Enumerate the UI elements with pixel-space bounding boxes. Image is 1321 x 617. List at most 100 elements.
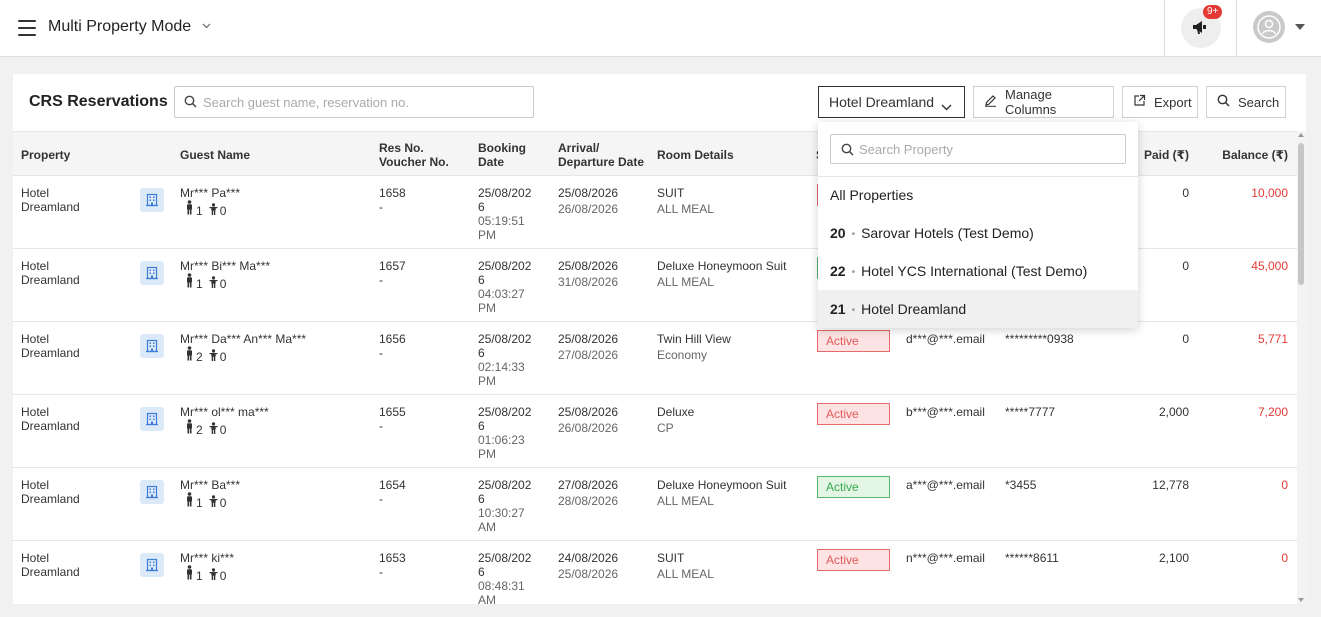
col-guest-name[interactable]: Guest Name: [180, 148, 251, 162]
col-res-no-line1: Res No.: [379, 141, 424, 155]
table-row[interactable]: Hotel Dreamland Mr*** Da*** An*** Ma*** 2 0 1…: [13, 322, 1306, 395]
paid-amount: 0: [1182, 186, 1189, 200]
mode-selector[interactable]: Multi Property Mode: [48, 18, 211, 36]
col-arrival-departure[interactable]: Arrival/Departure Date: [558, 141, 644, 169]
child-count: 0: [219, 569, 227, 583]
arrival-departure-cell: 27/08/2026 28/08/2026: [558, 478, 618, 508]
booking-date-line1: 25/08/202: [478, 551, 532, 565]
table-row[interactable]: Hotel Dreamland Mr*** ol*** ma*** 2 0 1655-25…: [13, 395, 1306, 468]
property-line2: Dreamland: [21, 419, 80, 433]
property-line2: Dreamland: [21, 346, 80, 360]
child-count: 0: [219, 496, 227, 510]
res-no-cell: 1658-: [379, 186, 406, 214]
guest-name[interactable]: Mr*** Bi*** Ma***: [180, 259, 271, 273]
adult-count: 2: [196, 423, 203, 437]
guest-name[interactable]: Mr*** Ba***: [180, 478, 241, 492]
col-property[interactable]: Property: [21, 148, 71, 162]
voucher-no: -: [379, 346, 383, 360]
dropdown-item-all-properties[interactable]: All Properties: [818, 176, 1138, 214]
building-icon[interactable]: [140, 480, 164, 504]
status-badge: Active: [817, 330, 890, 352]
scroll-thumb[interactable]: [1298, 143, 1304, 285]
col-booking-line1: Booking: [478, 141, 526, 155]
booking-date-cell: 25/08/202 6 04:03:27 PM: [478, 259, 531, 315]
balance-amount: 7,200: [1257, 405, 1288, 419]
guest-name[interactable]: Mr*** ol*** ma***: [180, 405, 269, 419]
building-icon[interactable]: [140, 261, 164, 285]
dropdown-item-label: All Properties: [830, 187, 914, 203]
col-paid[interactable]: Paid (₹): [1143, 148, 1189, 162]
adult-icon: [185, 346, 194, 364]
booking-ampm: PM: [478, 447, 496, 461]
property-line2: Dreamland: [21, 273, 80, 287]
room-details-cell: Deluxe Honeymoon Suit ALL MEAL: [657, 478, 786, 508]
dropdown-item-property-selected[interactable]: 21 • Hotel Dreamland: [818, 290, 1138, 328]
col-booking-date[interactable]: Booking Date: [478, 141, 526, 169]
booking-date-line1: 25/08/202: [478, 259, 532, 273]
booking-date-line2: 6: [478, 346, 485, 360]
table-scrollbar[interactable]: [1297, 131, 1306, 604]
departure-date: 26/08/2026: [558, 202, 619, 216]
room-details-cell: SUIT ALL MEAL: [657, 551, 714, 581]
email: b***@***.email: [906, 405, 985, 419]
arrival-departure-cell: 24/08/2026 25/08/2026: [558, 551, 618, 581]
col-balance[interactable]: Balance (₹): [1222, 148, 1288, 162]
building-icon[interactable]: [140, 334, 164, 358]
guest-name[interactable]: Mr*** Da*** An*** Ma***: [180, 332, 307, 346]
property-select[interactable]: Hotel Dreamland: [818, 86, 965, 118]
guest-name[interactable]: Mr*** Pa***: [180, 186, 241, 200]
reservation-search: [174, 86, 534, 118]
table-row[interactable]: Hotel Dreamland Mr*** ki*** 1 0 1653-25/08/20…: [13, 541, 1306, 604]
booking-date-line2: 6: [478, 492, 485, 506]
col-res-no[interactable]: Res No. Voucher No.: [379, 141, 449, 169]
arrival-departure-cell: 25/08/2026 26/08/2026: [558, 405, 618, 435]
col-room-details[interactable]: Room Details: [657, 148, 734, 162]
property-cell: Hotel Dreamland: [21, 186, 80, 214]
building-icon[interactable]: [140, 407, 164, 431]
voucher-no: -: [379, 419, 383, 433]
child-icon: [209, 568, 218, 583]
res-no: 1654: [379, 478, 406, 492]
manage-columns-button[interactable]: Manage Columns: [973, 86, 1114, 118]
res-no: 1653: [379, 551, 406, 565]
notification-badge: 9+: [1203, 5, 1223, 19]
arrival-date: 25/08/2026: [558, 332, 619, 346]
dropdown-item-property[interactable]: 20 • Sarovar Hotels (Test Demo): [818, 214, 1138, 252]
booking-time: 05:19:51: [478, 214, 525, 228]
child-icon: [209, 495, 218, 510]
property-line2: Dreamland: [21, 492, 80, 506]
guest-name[interactable]: Mr*** ki***: [180, 551, 235, 565]
meal-plan: ALL MEAL: [657, 275, 714, 289]
property-line1: Hotel: [21, 551, 50, 565]
voucher-no: -: [379, 565, 383, 579]
property-line1: Hotel: [21, 478, 50, 492]
property-search-input[interactable]: [831, 135, 1125, 163]
reservation-search-input[interactable]: [175, 87, 533, 117]
booking-date-line2: 6: [478, 419, 485, 433]
table-row[interactable]: Hotel Dreamland Mr*** Pa*** 1 0 1658-25/08/20…: [13, 176, 1306, 249]
building-icon[interactable]: [140, 188, 164, 212]
scroll-down-icon[interactable]: [1298, 598, 1304, 602]
table-row[interactable]: Hotel Dreamland Mr*** Ba*** 1 0 1654-25/08/20…: [13, 468, 1306, 541]
search-button[interactable]: Search: [1206, 86, 1286, 118]
building-icon[interactable]: [140, 553, 164, 577]
booking-time: 04:03:27: [478, 287, 525, 301]
table-row[interactable]: Hotel Dreamland Mr*** Bi*** Ma*** 1 0 1657-25…: [13, 249, 1306, 322]
adult-icon: [185, 200, 194, 218]
megaphone-icon: [1192, 19, 1210, 38]
export-icon: [1133, 94, 1146, 110]
user-menu-chevron-icon[interactable]: [1295, 24, 1305, 30]
balance-amount: 0: [1281, 478, 1288, 492]
menu-icon[interactable]: [18, 20, 36, 36]
room-type: SUIT: [657, 551, 685, 565]
export-button[interactable]: Export: [1122, 86, 1198, 118]
user-avatar-icon[interactable]: [1253, 11, 1285, 43]
phone: *********0938: [1005, 332, 1074, 346]
dropdown-item-property[interactable]: 22 • Hotel YCS International (Test Demo): [818, 252, 1138, 290]
scroll-up-icon[interactable]: [1298, 133, 1304, 137]
child-count: 0: [219, 350, 227, 364]
